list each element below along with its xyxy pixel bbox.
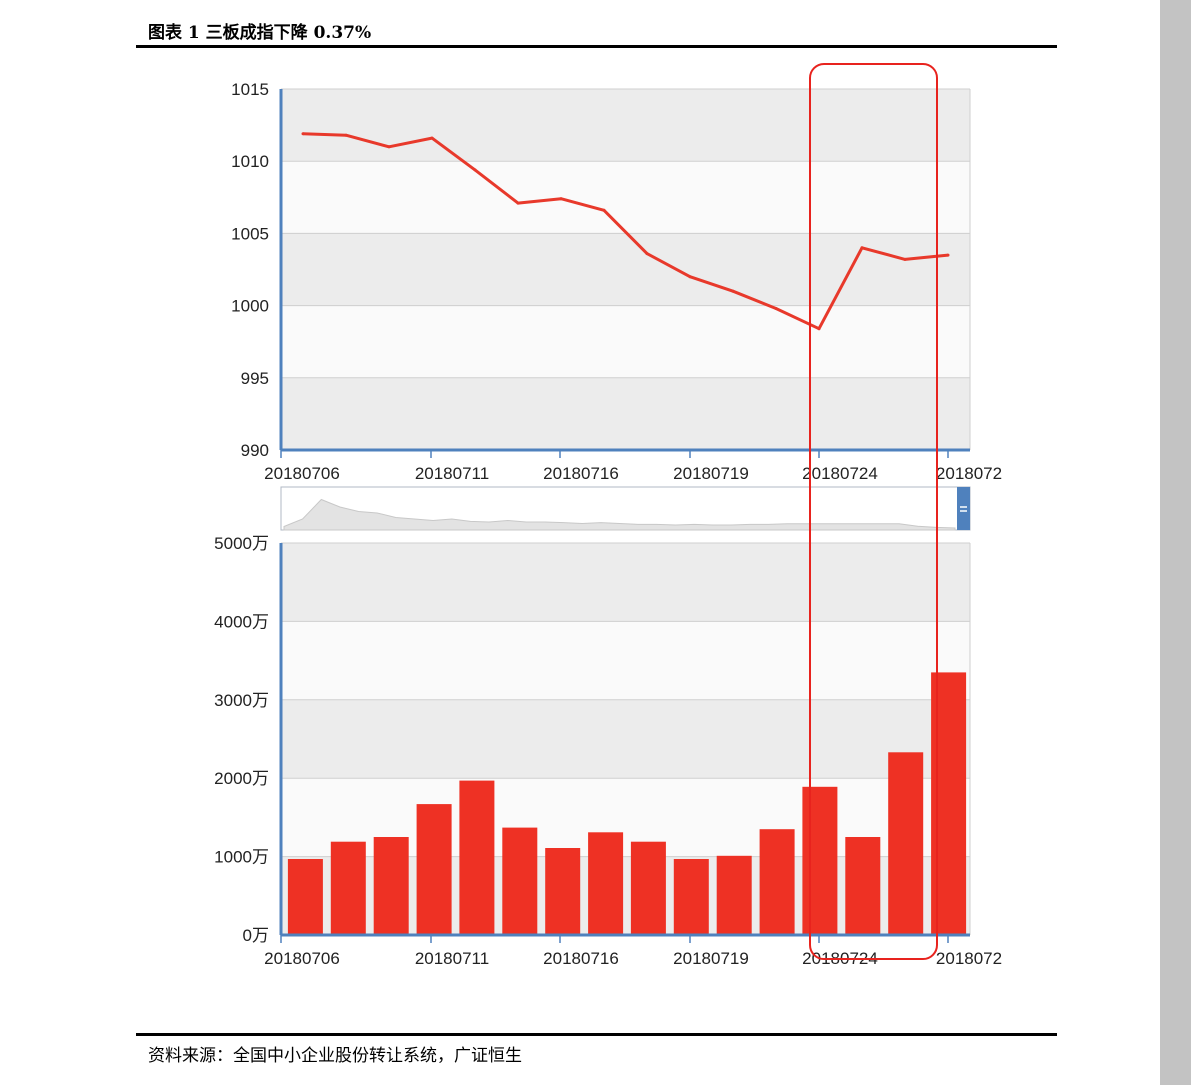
- line-x-tick-label: 20180706: [264, 464, 340, 483]
- index-line: [302, 132, 949, 331]
- index-point: [602, 208, 606, 212]
- line-x-tick-label: 20180719: [673, 464, 749, 483]
- volume-bar: [802, 786, 838, 934]
- line-grid-band: [281, 377, 970, 450]
- bar-y-tick-label: 4000万: [214, 612, 269, 631]
- volume-bar: [673, 859, 709, 934]
- figure-title: 图表 1 三板成指下降 0.37%: [148, 23, 372, 43]
- volume-bar: [330, 841, 366, 934]
- volume-bar: [545, 848, 581, 934]
- line-y-tick-label: 990: [241, 441, 269, 460]
- bottom-rule: [136, 1033, 1057, 1036]
- top-rule: [136, 45, 1057, 48]
- bar-x-tick-label: 2018072: [936, 949, 1002, 968]
- volume-bar: [373, 837, 409, 934]
- index-line-chart: 990 995 1000 1005 1010 1015 20180706 20180711 20…: [231, 80, 1002, 483]
- bar-grid-band: [281, 699, 970, 779]
- index-point: [817, 327, 821, 331]
- bar-x-tick-label: 20180719: [673, 949, 749, 968]
- index-point: [559, 197, 563, 201]
- volume-bar: [416, 804, 452, 934]
- bar-grid-band: [281, 543, 970, 622]
- line-x-tick-label: 2018072: [936, 464, 1002, 483]
- volume-bar: [287, 859, 323, 934]
- bar-y-tick-label: 3000万: [214, 691, 269, 710]
- volume-bar: [888, 752, 924, 934]
- index-point: [387, 145, 391, 149]
- bar-x-tick-label: 20180716: [543, 949, 619, 968]
- index-point: [645, 252, 649, 256]
- index-point: [516, 201, 520, 205]
- line-x-tick-label: 20180724: [802, 464, 878, 483]
- line-x-tick-label: 20180711: [415, 464, 489, 483]
- volume-bar-chart: 0万 1000万 2000万 3000万 4000万 5000万 20180706 20180…: [214, 534, 1002, 968]
- source-note: 资料来源：全国中小企业股份转让系统，广证恒生: [148, 1046, 522, 1066]
- bar-y-tick-label: 5000万: [214, 534, 269, 553]
- volume-bar: [630, 841, 666, 934]
- line-y-tick-label: 1000: [231, 297, 269, 316]
- bar-x-tick-label: 20180711: [415, 949, 489, 968]
- line-y-tick-label: 1005: [231, 224, 269, 243]
- index-point: [688, 275, 692, 279]
- index-point: [430, 136, 434, 140]
- page-scrollbar[interactable]: [1160, 0, 1191, 1085]
- navigator-area: [283, 498, 956, 531]
- range-navigator: [280, 486, 971, 531]
- line-y-tick-label: 1010: [231, 152, 269, 171]
- equals-icon[interactable]: [957, 487, 970, 530]
- line-y-tick-label: 1015: [231, 80, 269, 99]
- index-point: [344, 133, 348, 137]
- bar-y-tick-label: 2000万: [214, 769, 269, 788]
- highlight-box: [809, 63, 938, 960]
- line-grid-band: [281, 89, 970, 162]
- bar-y-tick-label: 0万: [243, 926, 269, 945]
- bar-x-tick-label: 20180706: [264, 949, 340, 968]
- volume-bar: [759, 829, 795, 934]
- navigator-handle: [957, 487, 970, 530]
- volume-bar: [845, 837, 881, 934]
- bar-y-tick-label: 1000万: [214, 848, 269, 867]
- line-grid-band: [281, 161, 970, 234]
- line-x-tick-label: 20180716: [543, 464, 619, 483]
- volume-bar: [716, 855, 752, 934]
- bar-grid-band: [281, 621, 970, 700]
- line-grid-band: [281, 305, 970, 378]
- index-point: [774, 307, 778, 310]
- line-y-tick-label: 995: [241, 369, 269, 388]
- index-point: [946, 253, 950, 257]
- index-point: [473, 168, 477, 172]
- volume-bar: [588, 832, 624, 934]
- index-point: [860, 246, 864, 250]
- volume-bar: [459, 780, 495, 934]
- highlight-box-layer: [809, 63, 938, 960]
- line-grid-band: [281, 233, 970, 306]
- index-point: [903, 257, 907, 261]
- index-point: [301, 132, 305, 136]
- volume-bar: [502, 827, 538, 934]
- index-point: [731, 289, 735, 293]
